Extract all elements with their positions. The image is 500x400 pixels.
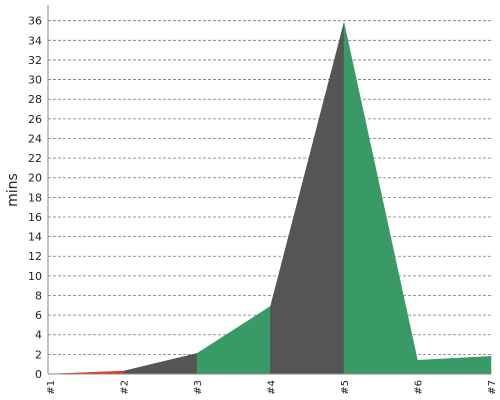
y-tick-label: 22 xyxy=(28,152,42,165)
y-tick-label: 32 xyxy=(28,54,42,67)
x-tick-label: #4 xyxy=(267,380,278,395)
x-tick-label: #7 xyxy=(487,380,498,395)
y-tick-label: 12 xyxy=(28,250,42,263)
area-segment xyxy=(454,356,492,375)
area-segment xyxy=(270,164,308,375)
y-tick-label: 24 xyxy=(28,132,42,145)
y-tick-label: 16 xyxy=(28,211,42,224)
y-tick-label: 26 xyxy=(28,113,42,126)
area-segment xyxy=(196,329,234,375)
y-tick-label: 10 xyxy=(28,270,42,283)
y-tick-label: 2 xyxy=(35,348,42,361)
y-tick-label: 4 xyxy=(35,329,42,342)
x-tick-label: #1 xyxy=(46,380,57,395)
area-segment xyxy=(343,22,381,375)
y-tick-label: 36 xyxy=(28,15,42,28)
y-tick-label: 20 xyxy=(28,172,42,185)
x-tick-labels: #1 #2 #3 #4 #5 #6 #7 xyxy=(46,380,498,395)
x-tick-label: #2 xyxy=(120,380,131,395)
area-segment xyxy=(123,361,161,375)
y-tick-label: 28 xyxy=(28,93,42,106)
y-tick-label: 18 xyxy=(28,191,42,204)
y-tick-label: 0 xyxy=(35,368,42,381)
area-segment xyxy=(417,358,455,375)
area-segment xyxy=(160,353,198,375)
axes xyxy=(47,5,491,375)
area-segments xyxy=(49,22,492,375)
y-tick-label: 8 xyxy=(35,289,42,302)
y-tick-label: 14 xyxy=(28,231,42,244)
x-tick-label: #3 xyxy=(193,380,204,395)
y-axis-label: mins xyxy=(5,173,21,207)
area-segment xyxy=(307,22,345,375)
area-segment xyxy=(233,305,271,375)
x-tick-label: #6 xyxy=(414,380,425,395)
y-tick-label: 34 xyxy=(28,34,42,47)
y-tick-label: 6 xyxy=(35,309,42,322)
area-segment xyxy=(380,191,418,375)
gridlines xyxy=(48,20,491,355)
x-tick-label: #5 xyxy=(340,380,351,395)
y-tick-label: 30 xyxy=(28,74,42,87)
